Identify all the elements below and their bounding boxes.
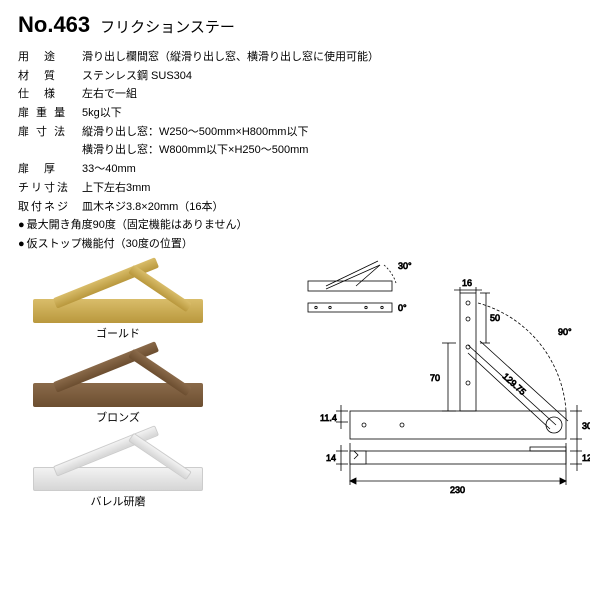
spec-label-clearance: チリ寸法	[18, 179, 82, 198]
dim-base-height: 30	[582, 421, 590, 431]
spec-value-thickness: 33～40mm	[82, 160, 136, 179]
spec-value-use: 滑り出し欄間窓（縦滑り出し窓、横滑り出し窓に使用可能）	[82, 48, 379, 67]
variant-bronze-image	[33, 349, 203, 407]
spec-label-weight: 扉 重 量	[18, 104, 82, 123]
product-name: フリクションステー	[100, 16, 235, 37]
dim-angle-90: 90°	[558, 327, 572, 337]
spec-value-weight: 5kg以下	[82, 104, 122, 123]
dim-left-v: 11.4	[320, 413, 337, 423]
dim-side-thick: 14	[326, 453, 336, 463]
spec-note-1: 最大開き角度90度（固定機能はありません）	[27, 216, 248, 235]
dim-arm-len: 129.75	[501, 371, 528, 397]
dim-angle-0: 0°	[398, 303, 407, 313]
spec-label-use: 用 途	[18, 48, 82, 67]
spec-value-screw: 皿木ネジ3.8×20mm（16本）	[82, 198, 224, 217]
spec-label-size: 扉 寸 法	[18, 123, 82, 142]
spec-value-clearance: 上下左右3mm	[82, 179, 150, 198]
spec-value-material: ステンレス鋼 SUS304	[82, 67, 192, 86]
spec-label-thickness: 扉 厚	[18, 160, 82, 179]
spec-value-size1: 縦滑り出し窓：W250～500mm×H800mm以下	[82, 123, 308, 142]
dim-top-h: 50	[490, 313, 500, 323]
technical-drawing: 30° 0° 90° 16	[300, 245, 590, 515]
variant-gold-image	[33, 265, 203, 323]
spec-note-2: 仮ストップ機能付（30度の位置）	[27, 235, 193, 254]
variant-barrel-label: バレル研磨	[18, 493, 218, 509]
color-variants: ゴールド ブロンズ バレル研磨	[18, 265, 218, 517]
spec-label-screw: 取付ネジ	[18, 198, 82, 217]
variant-barrel-image	[33, 433, 203, 491]
dim-side-height: 12.6	[582, 453, 590, 463]
variant-bronze-label: ブロンズ	[18, 409, 218, 425]
dim-pivot-h: 70	[430, 373, 440, 383]
product-number: No.463	[18, 12, 90, 38]
spec-label-material: 材 質	[18, 67, 82, 86]
spec-label-spec: 仕 様	[18, 85, 82, 104]
specs-block: 用 途 滑り出し欄間窓（縦滑り出し窓、横滑り出し窓に使用可能） 材 質 ステンレ…	[0, 44, 600, 254]
variant-gold-label: ゴールド	[18, 325, 218, 341]
spec-value-size2: 横滑り出し窓：W800mm以下×H250～500mm	[18, 141, 582, 160]
dim-base-width: 230	[450, 485, 465, 495]
dim-top-w: 16	[462, 278, 472, 288]
spec-value-spec: 左右で一組	[82, 85, 137, 104]
dim-angle-30: 30°	[398, 261, 412, 271]
